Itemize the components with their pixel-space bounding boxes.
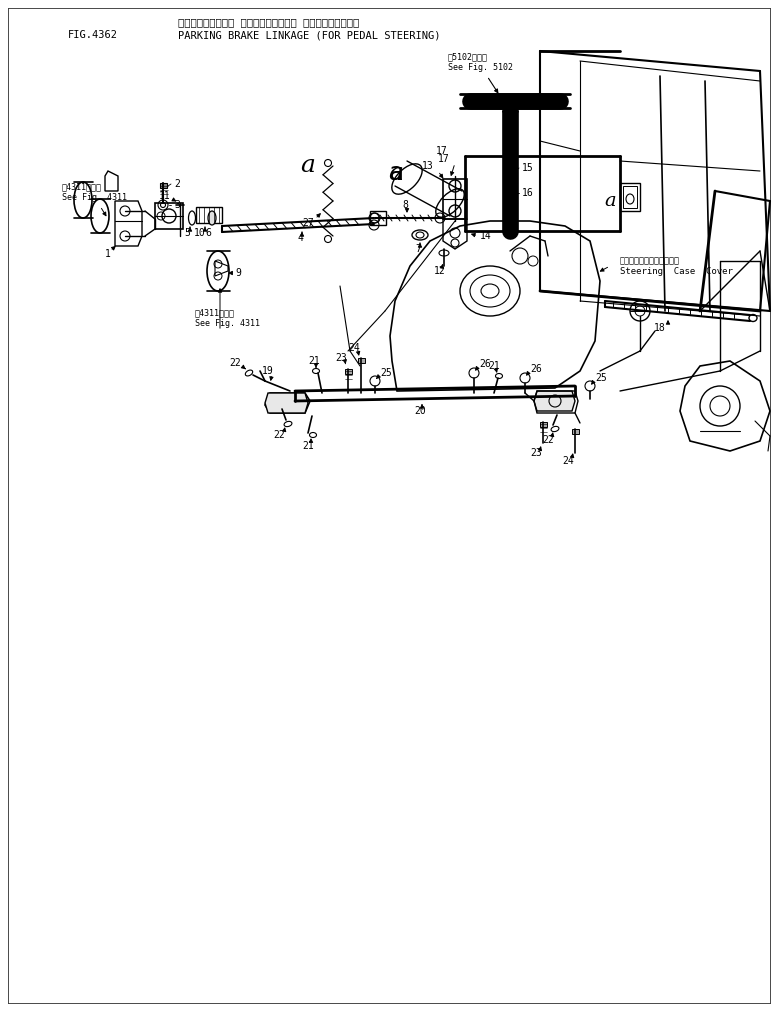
- Bar: [505, 170, 513, 176]
- Bar: [345, 369, 352, 374]
- Text: a: a: [388, 162, 404, 184]
- Text: 26: 26: [479, 359, 491, 369]
- Polygon shape: [265, 393, 308, 413]
- Text: パーキングブレーキ リンケージ（ペダル ステアリングヨウ）: パーキングブレーキ リンケージ（ペダル ステアリングヨウ）: [178, 17, 359, 27]
- Text: 25: 25: [380, 368, 392, 378]
- Text: 3: 3: [174, 200, 180, 210]
- Text: Steering  Case  Cover: Steering Case Cover: [620, 268, 733, 276]
- Text: 22: 22: [230, 358, 241, 368]
- Text: 22: 22: [273, 430, 285, 440]
- Polygon shape: [534, 391, 575, 411]
- Text: 13: 13: [422, 161, 434, 171]
- Text: FIG.4362: FIG.4362: [68, 30, 118, 40]
- Text: 16: 16: [522, 188, 534, 198]
- Text: 10: 10: [194, 228, 206, 238]
- Text: 24: 24: [348, 343, 360, 353]
- Text: PARKING BRAKE LINKAGE (FOR PEDAL STEERING): PARKING BRAKE LINKAGE (FOR PEDAL STEERIN…: [178, 30, 440, 40]
- Text: See Fig. 4311: See Fig. 4311: [62, 193, 127, 202]
- Text: 2: 2: [174, 179, 180, 189]
- Bar: [443, 179, 467, 219]
- Text: 18: 18: [654, 323, 666, 333]
- Text: 19: 19: [262, 366, 274, 376]
- Text: 26: 26: [530, 364, 541, 374]
- Text: 1: 1: [105, 249, 111, 259]
- Text: 23: 23: [335, 353, 347, 363]
- Text: See Fig. 5102: See Fig. 5102: [448, 64, 513, 73]
- Text: 14: 14: [480, 231, 492, 241]
- Text: 15: 15: [522, 163, 534, 173]
- Text: a: a: [300, 155, 315, 178]
- Text: 11: 11: [159, 191, 171, 201]
- Text: a: a: [605, 192, 616, 210]
- Bar: [572, 429, 579, 434]
- Text: 6: 6: [205, 228, 211, 238]
- Text: 9: 9: [235, 268, 241, 278]
- Text: See Fig. 4311: See Fig. 4311: [195, 319, 260, 329]
- Bar: [358, 358, 365, 363]
- Bar: [623, 186, 637, 208]
- Bar: [540, 422, 547, 427]
- Bar: [370, 211, 386, 225]
- Text: 12: 12: [434, 266, 446, 276]
- Text: 7: 7: [415, 244, 421, 254]
- Text: 21: 21: [488, 361, 500, 371]
- Text: 20: 20: [414, 406, 426, 416]
- Bar: [196, 207, 222, 223]
- Text: 8: 8: [402, 200, 408, 210]
- Text: 24: 24: [562, 456, 574, 466]
- Text: 27: 27: [302, 218, 314, 228]
- Text: a: a: [388, 161, 404, 185]
- Text: 21: 21: [308, 356, 320, 366]
- Text: 4: 4: [297, 233, 303, 243]
- Bar: [155, 203, 183, 229]
- Text: 23: 23: [530, 448, 541, 458]
- Bar: [620, 183, 640, 211]
- Text: 第5102図参照: 第5102図参照: [448, 53, 488, 62]
- Bar: [160, 183, 167, 188]
- Text: 21: 21: [302, 441, 314, 451]
- Text: 17: 17: [436, 146, 448, 156]
- Text: 第4311図参照: 第4311図参照: [195, 308, 235, 317]
- Text: 25: 25: [595, 373, 607, 383]
- Text: 第4311図参照: 第4311図参照: [62, 183, 102, 191]
- Ellipse shape: [208, 211, 216, 225]
- Text: 22: 22: [542, 435, 554, 445]
- Text: ステアリングケースカバー: ステアリングケースカバー: [620, 257, 680, 266]
- Text: 5: 5: [184, 228, 190, 238]
- Text: 17: 17: [438, 154, 450, 164]
